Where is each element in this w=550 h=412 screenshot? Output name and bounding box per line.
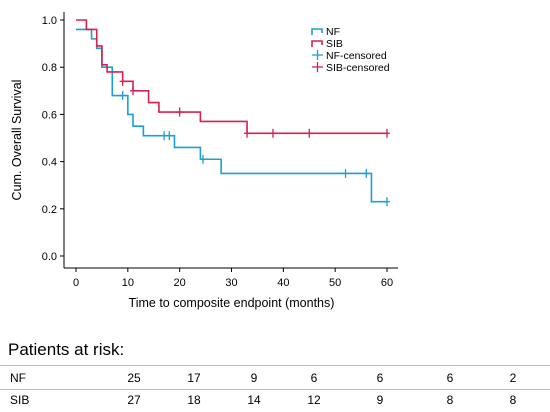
censor-mark-sib bbox=[269, 128, 276, 138]
risk-group-label: SIB bbox=[10, 393, 30, 407]
legend-item-nf-censored: NF-censored bbox=[312, 50, 387, 62]
legend-item-nf: NF bbox=[311, 26, 340, 38]
plot-area bbox=[76, 19, 390, 207]
risk-value: 14 bbox=[247, 393, 261, 407]
x-tick-label: 0 bbox=[73, 277, 79, 289]
axes: 0.0 0.2 0.4 0.6 0.8 1.0 0 10 20 30 40 50 60 Time to c… bbox=[10, 12, 398, 310]
risk-value: 18 bbox=[187, 393, 201, 407]
legend-label: NF-censored bbox=[326, 50, 387, 62]
km-survival-chart: 0.0 0.2 0.4 0.6 0.8 1.0 0 10 20 30 40 50 60 Time to c… bbox=[10, 12, 398, 310]
risk-value: 8 bbox=[509, 393, 517, 407]
risk-value: 12 bbox=[307, 393, 321, 407]
y-tick-label: 0.8 bbox=[42, 62, 57, 74]
censor-mark-sib bbox=[384, 128, 390, 138]
x-axis-title: Time to composite endpoint (months) bbox=[129, 296, 335, 310]
risk-row-sib: SIB 27 18 14 12 9 8 8 bbox=[0, 390, 550, 410]
censor-mark-sib bbox=[119, 76, 126, 86]
risk-value: 9 bbox=[250, 371, 258, 385]
censor-mark-nf bbox=[384, 197, 390, 207]
y-tick-label: 0.4 bbox=[42, 157, 57, 169]
risk-value: 6 bbox=[376, 371, 384, 385]
series-line-nf bbox=[76, 28, 387, 203]
legend-item-sib: SIB bbox=[311, 38, 343, 50]
risk-value: 6 bbox=[446, 371, 454, 385]
risk-value: 27 bbox=[127, 393, 141, 407]
censor-mark-nf bbox=[363, 168, 370, 178]
risk-value: 17 bbox=[187, 371, 201, 385]
y-tick-label: 0.0 bbox=[42, 251, 57, 263]
censor-mark-nf bbox=[161, 131, 168, 141]
censor-mark-sib bbox=[244, 128, 251, 138]
y-tick-label: 0.6 bbox=[42, 109, 57, 121]
x-tick-label: 20 bbox=[174, 277, 186, 289]
legend-label: SIB-censored bbox=[326, 62, 390, 74]
y-axis-title: Cum. Overall Survival bbox=[10, 80, 24, 201]
censor-mark-nf bbox=[166, 131, 173, 141]
risk-row-nf: NF 25 17 9 6 6 6 2 bbox=[0, 368, 550, 388]
x-tick-label: 10 bbox=[122, 277, 134, 289]
legend-label: SIB bbox=[326, 38, 343, 50]
risk-group-label: NF bbox=[10, 371, 26, 385]
x-tick-label: 40 bbox=[277, 277, 289, 289]
censor-mark-nf bbox=[342, 168, 349, 178]
censor-mark-nf bbox=[199, 154, 206, 164]
x-tick-label: 60 bbox=[381, 277, 393, 289]
legend-swatch bbox=[311, 40, 323, 47]
y-tick-label: 0.2 bbox=[42, 204, 57, 216]
y-tick-label: 1.0 bbox=[42, 15, 57, 27]
x-tick-label: 50 bbox=[329, 277, 341, 289]
series-line-sib bbox=[76, 19, 387, 135]
legend-label: NF bbox=[326, 26, 340, 38]
censor-mark-sib bbox=[176, 107, 183, 117]
risk-table-title: Patients at risk: bbox=[8, 340, 125, 359]
risk-value: 6 bbox=[310, 371, 318, 385]
risk-value: 2 bbox=[509, 371, 517, 385]
censor-mark-nf bbox=[119, 91, 126, 101]
legend-swatch bbox=[311, 28, 323, 35]
censor-mark-sib bbox=[306, 128, 313, 138]
legend-item-sib-censored: SIB-censored bbox=[312, 62, 390, 74]
x-tick-label: 30 bbox=[225, 277, 237, 289]
risk-table-divider bbox=[0, 389, 550, 390]
risk-value: 9 bbox=[376, 393, 384, 407]
risk-table-divider bbox=[0, 365, 550, 366]
risk-value: 8 bbox=[446, 393, 454, 407]
risk-value: 25 bbox=[127, 371, 141, 385]
censor-mark-sib bbox=[130, 86, 137, 96]
